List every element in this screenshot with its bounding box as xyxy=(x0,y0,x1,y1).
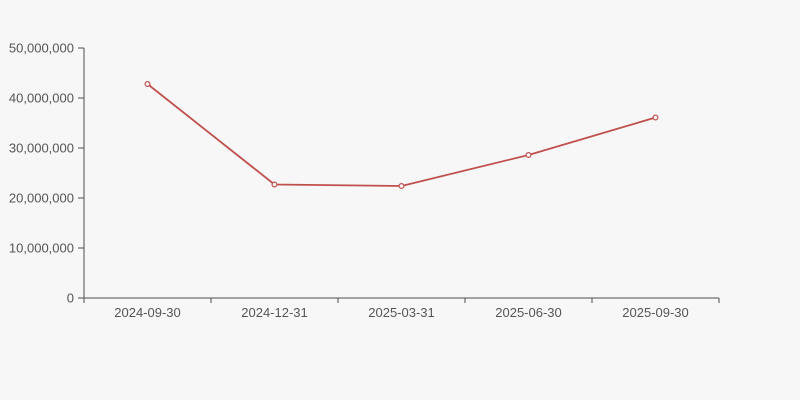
data-point-marker xyxy=(398,183,405,190)
data-point-marker xyxy=(144,80,151,87)
data-point-marker xyxy=(652,114,659,121)
y-axis-tick-label: 50,000,000 xyxy=(9,41,74,56)
data-point-marker xyxy=(271,181,278,188)
x-axis-tick-label: 2025-06-30 xyxy=(495,305,562,320)
y-axis-tick-label: 20,000,000 xyxy=(9,191,74,206)
data-point-marker xyxy=(525,152,532,159)
x-axis-tick-label: 2024-12-31 xyxy=(241,305,308,320)
y-axis-tick-label: 40,000,000 xyxy=(9,91,74,106)
x-axis-tick-label: 2025-03-31 xyxy=(368,305,435,320)
x-axis-tick-label: 2025-09-30 xyxy=(622,305,689,320)
x-axis-tick-label: 2024-09-30 xyxy=(114,305,181,320)
y-axis-tick-label: 0 xyxy=(67,291,74,306)
y-axis-tick-label: 30,000,000 xyxy=(9,141,74,156)
y-axis-tick-label: 10,000,000 xyxy=(9,241,74,256)
